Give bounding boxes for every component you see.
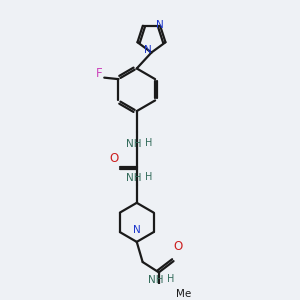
Text: H: H	[167, 274, 174, 284]
Text: F: F	[96, 68, 102, 80]
Text: NH: NH	[148, 275, 164, 285]
Text: H: H	[145, 138, 152, 148]
Text: N: N	[144, 45, 152, 55]
Text: Me: Me	[176, 289, 191, 299]
Text: NH: NH	[126, 139, 142, 148]
Text: NH: NH	[126, 173, 142, 183]
Text: H: H	[145, 172, 152, 182]
Text: O: O	[109, 152, 119, 165]
Text: N: N	[133, 225, 141, 235]
Text: N: N	[156, 20, 164, 30]
Text: O: O	[173, 240, 183, 253]
